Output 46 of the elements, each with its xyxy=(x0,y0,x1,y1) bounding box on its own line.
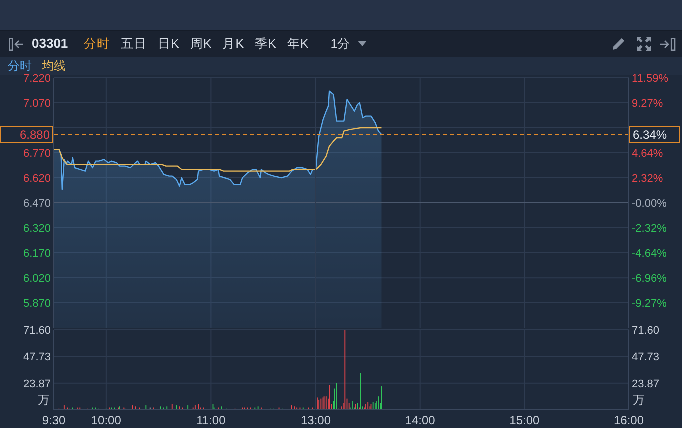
y-tick-label: 47.73 xyxy=(23,352,51,364)
y-tick-label: 7.070 xyxy=(23,98,51,110)
y2-tick-label: 71.60 xyxy=(632,325,660,337)
y-tick-label: 6.770 xyxy=(23,148,51,160)
text: 年K xyxy=(287,36,309,53)
ref-line-label: 6.880 xyxy=(20,128,50,142)
y2-tick-label: 23.87 xyxy=(632,378,660,390)
chart-title: 03301 xyxy=(32,36,68,51)
y-tick-label: 23.87 xyxy=(23,378,51,390)
y-tick-label: 71.60 xyxy=(23,325,51,337)
y2-tick-label: -6.96% xyxy=(632,273,668,286)
y-tick-label: 6.620 xyxy=(23,173,51,185)
text: 均线 xyxy=(42,59,66,73)
x-tick-label: 13:00 xyxy=(300,414,332,428)
text: 分时 xyxy=(84,36,110,53)
text: 1分 xyxy=(330,36,351,53)
y2-tick-label: -0.00% xyxy=(632,198,668,210)
y2-tick-label: 11.59% xyxy=(632,73,669,85)
x-tick-label: 14:00 xyxy=(405,414,436,428)
y2-tick-label: -4.64% xyxy=(632,248,668,260)
x-tick-label: 11:00 xyxy=(196,414,226,428)
y2-tick-label: 2.32% xyxy=(632,172,664,185)
y2-tick-label: -2.32% xyxy=(632,223,668,236)
x-tick-label: 9:30 xyxy=(42,414,66,428)
x-tick-label: 16:00 xyxy=(614,414,644,428)
y-tick-label: 5.870 xyxy=(23,298,51,310)
y2-axis-title: 万 xyxy=(633,392,645,408)
x-tick-label: 10:00 xyxy=(91,414,122,428)
legend-label: 分时 xyxy=(8,59,32,73)
y-axis-title: 万 xyxy=(37,392,50,408)
y-tick-label: 6.470 xyxy=(23,198,51,210)
text: 日K xyxy=(158,36,180,53)
y-tick-label: 7.220 xyxy=(23,73,51,85)
y2-tick-label: 47.73 xyxy=(632,352,660,364)
y-tick-label: 6.320 xyxy=(23,223,51,235)
x-tick-label: 15:00 xyxy=(510,414,540,428)
y-tick-label: 6.170 xyxy=(23,248,51,260)
text: 季K xyxy=(255,36,276,53)
text: 五日 xyxy=(121,36,147,53)
y2-tick-label: 9.27% xyxy=(632,98,664,110)
ref-line-label: 6.34% xyxy=(633,128,668,142)
y-tick-label: 6.020 xyxy=(23,273,51,285)
y2-tick-label: -9.27% xyxy=(632,298,668,310)
text: 周K xyxy=(190,36,212,53)
text: 月K xyxy=(222,36,244,53)
y2-tick-label: 4.64% xyxy=(632,148,664,160)
